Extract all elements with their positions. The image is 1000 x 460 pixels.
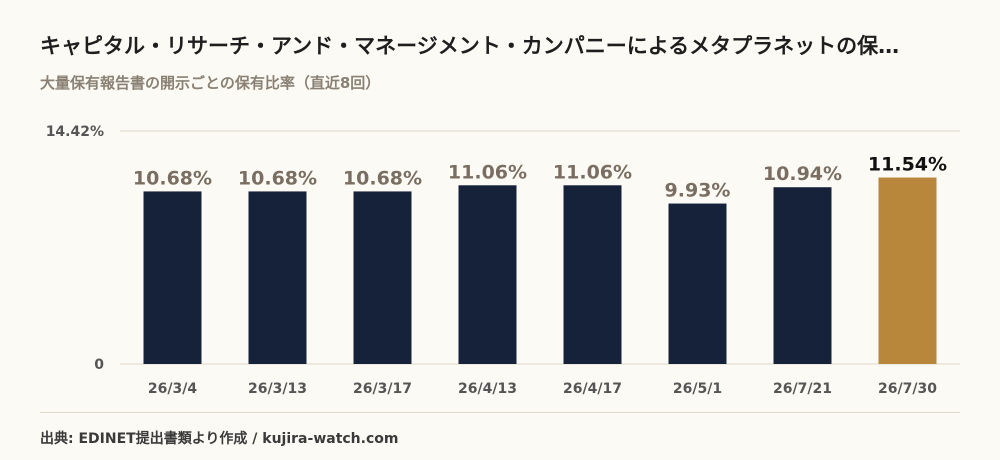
footer-divider: [40, 412, 960, 413]
y-tick-label: 0: [94, 357, 104, 373]
data-label: 11.06%: [553, 161, 632, 183]
x-tick-label: 26/3/17: [353, 381, 412, 397]
bar: [563, 185, 622, 364]
bar: [143, 191, 202, 364]
bar: [458, 185, 517, 364]
x-tick-label: 26/5/1: [673, 381, 722, 397]
data-label: 10.68%: [343, 167, 422, 189]
data-label: 10.94%: [763, 163, 842, 185]
chart-subtitle: 大量保有報告書の開示ごとの保有比率（直近8回）: [40, 74, 381, 92]
data-label: 10.68%: [238, 167, 317, 189]
data-label: 9.93%: [665, 180, 731, 202]
x-tick-label: 26/4/13: [458, 381, 517, 397]
x-tick-label: 26/3/13: [248, 381, 307, 397]
bar: [668, 203, 727, 364]
source-note: 出典: EDINET提出書類より作成 / kujira-watch.com: [40, 431, 399, 447]
x-tick-label: 26/7/21: [773, 381, 832, 397]
bar: [353, 191, 412, 364]
data-label: 11.06%: [448, 161, 527, 183]
y-tick-label: 14.42%: [46, 124, 104, 140]
bar: [773, 187, 832, 364]
data-label: 11.54%: [868, 154, 947, 176]
x-tick-label: 26/3/4: [148, 381, 197, 397]
data-label: 10.68%: [133, 167, 212, 189]
x-tick-label: 26/7/30: [878, 381, 937, 397]
bar: [248, 191, 307, 364]
bar: [878, 177, 937, 364]
x-tick-label: 26/4/17: [563, 381, 622, 397]
bar-chart: 0 14.42% 10.68% 26/3/4 10.68% 26/3/13 10.68% 26…: [46, 124, 960, 397]
chart-title: キャピタル・リサーチ・アンド・マネージメント・カンパニーによるメタプラネットの保…: [40, 34, 900, 58]
